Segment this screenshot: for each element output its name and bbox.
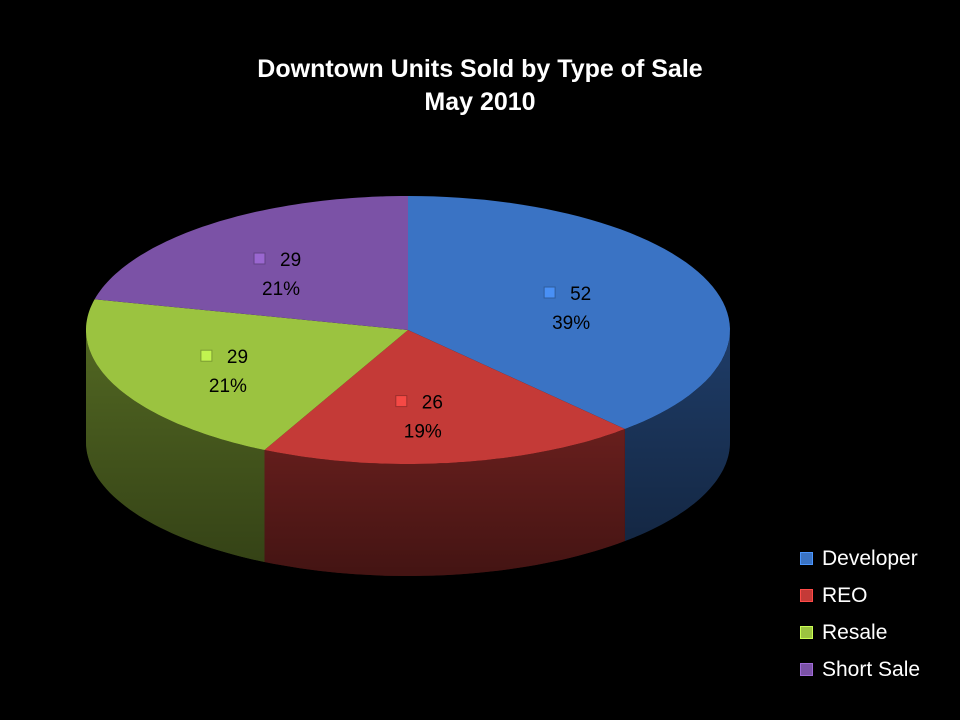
data-label-value-short-sale: 29 xyxy=(280,250,301,271)
pie-tops xyxy=(86,196,730,464)
pie-side-shade-reo xyxy=(264,429,625,576)
pie-slice-developer xyxy=(408,196,730,429)
legend-label-short-sale: Short Sale xyxy=(822,657,921,681)
legend-label-reo: REO xyxy=(822,583,868,607)
data-label-value-reo: 26 xyxy=(422,393,443,414)
chart-title: Downtown Units Sold by Type of Sale xyxy=(257,55,703,83)
legend: Developer REO Resale Short Sale xyxy=(800,540,950,688)
pie-slice-resale xyxy=(86,299,408,450)
legend-swatch-short-sale xyxy=(800,663,813,676)
legend-swatch-developer xyxy=(800,552,813,565)
data-label-percent-developer: 39% xyxy=(552,313,590,334)
data-label-percent-resale: 21% xyxy=(209,376,247,397)
data-label-percent-reo: 19% xyxy=(404,422,442,443)
legend-item-developer: Developer xyxy=(800,540,950,577)
legend-swatch-resale xyxy=(800,626,813,639)
data-label-value-resale: 29 xyxy=(227,347,248,368)
chart-subtitle: May 2010 xyxy=(424,88,536,116)
data-label-marker-resale xyxy=(200,349,213,362)
legend-label-resale: Resale xyxy=(822,620,888,644)
pie-side-shade-developer xyxy=(624,330,730,541)
legend-item-reo: REO xyxy=(800,577,950,614)
pie-slice-reo xyxy=(264,330,625,464)
data-label-value-developer: 52 xyxy=(570,284,591,305)
data-label-percent-short-sale: 21% xyxy=(262,279,300,300)
data-label-marker-short-sale xyxy=(253,252,266,265)
pie-sides xyxy=(86,330,730,576)
legend-label-developer: Developer xyxy=(822,546,918,570)
legend-item-resale: Resale xyxy=(800,614,950,651)
pie-data-labels: 52 39% 26 19% 29 21% 29 21% xyxy=(200,250,591,443)
legend-swatch-reo xyxy=(800,589,813,602)
pie-slice-short-sale xyxy=(94,196,408,330)
legend-item-short-sale: Short Sale xyxy=(800,651,950,688)
pie-side-shade-resale xyxy=(86,330,265,562)
data-label-marker-reo xyxy=(395,395,408,408)
data-label-marker-developer xyxy=(543,286,556,299)
